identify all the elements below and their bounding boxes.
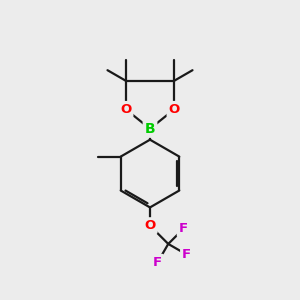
Text: F: F [182, 248, 191, 261]
Text: O: O [169, 103, 180, 116]
Text: O: O [144, 219, 156, 232]
Text: F: F [153, 256, 162, 269]
Text: B: B [145, 122, 155, 136]
Text: O: O [120, 103, 131, 116]
Text: F: F [179, 222, 188, 236]
